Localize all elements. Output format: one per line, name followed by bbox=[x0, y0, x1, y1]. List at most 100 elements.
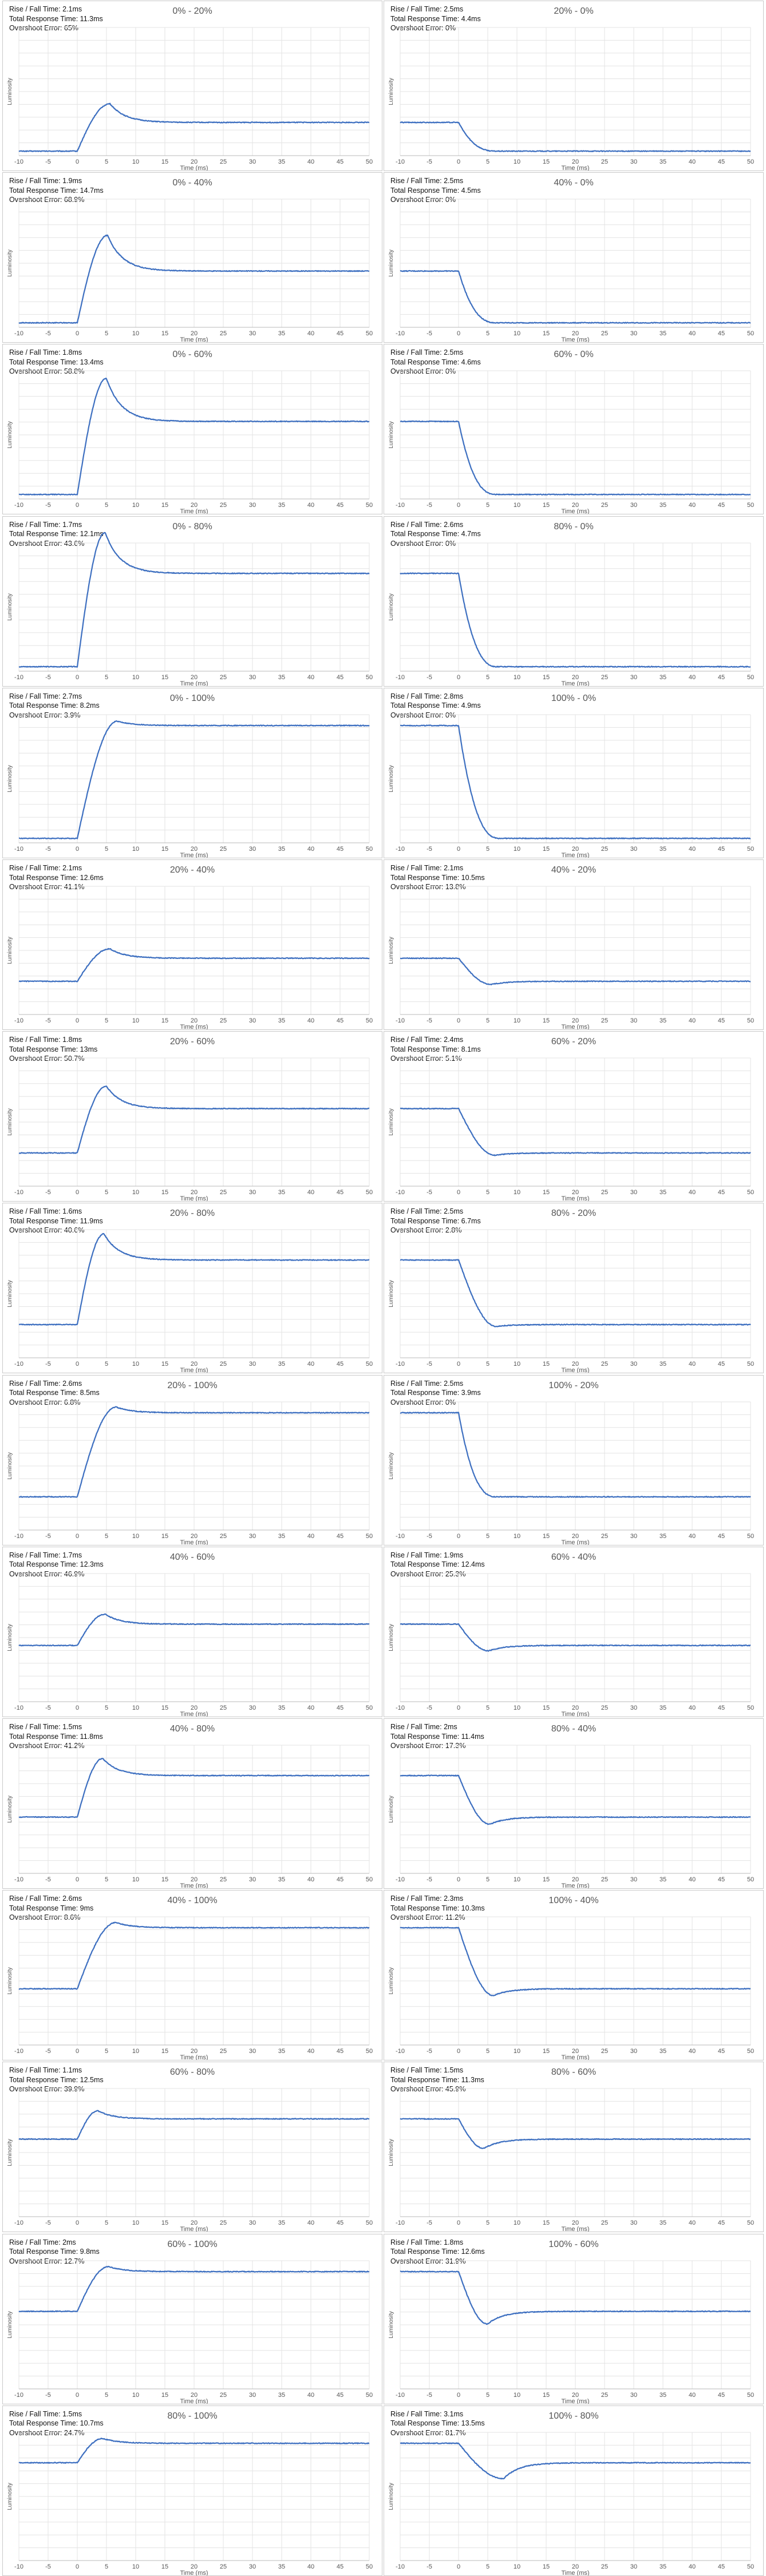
x-tick-label: 50 bbox=[747, 1017, 754, 1024]
y-axis-label: Luminosity bbox=[7, 593, 13, 621]
x-tick-label: 35 bbox=[278, 1361, 285, 1368]
x-tick-label: -5 bbox=[45, 1876, 51, 1883]
x-tick-label: 35 bbox=[660, 502, 666, 509]
response-stats: Rise / Fall Time: 2.3ms Total Response Ti… bbox=[390, 1894, 485, 1923]
x-tick-label: 45 bbox=[337, 330, 343, 337]
response-line bbox=[18, 378, 370, 496]
x-tick-label: 20 bbox=[191, 2392, 198, 2399]
x-tick-label: 30 bbox=[249, 502, 256, 509]
overshoot-error: Overshoot Error: 46.9% bbox=[9, 1570, 85, 1578]
x-tick-label: 50 bbox=[747, 502, 754, 509]
x-tick-label: 10 bbox=[514, 1876, 520, 1883]
y-axis-label: Luminosity bbox=[388, 1280, 394, 1307]
x-tick-label: 45 bbox=[718, 2220, 725, 2226]
response-stats: Rise / Fall Time: 3.1ms Total Response Ti… bbox=[390, 2409, 485, 2438]
y-axis-label: Luminosity bbox=[388, 765, 394, 792]
response-line bbox=[400, 121, 751, 152]
x-tick-label: -5 bbox=[45, 502, 51, 509]
x-tick-label: 25 bbox=[601, 1705, 608, 1711]
rise-fall-time: Rise / Fall Time: 1.8ms bbox=[9, 1036, 82, 1044]
total-response-time: Total Response Time: 4.7ms bbox=[390, 530, 481, 538]
chart-title: 100% - 80% bbox=[548, 2411, 599, 2421]
x-axis-label: Time (ms) bbox=[561, 165, 589, 171]
x-tick-label: -10 bbox=[396, 2392, 405, 2399]
x-tick-label: 50 bbox=[747, 1189, 754, 1196]
x-tick-label: 5 bbox=[486, 1361, 489, 1368]
x-tick-label: 35 bbox=[660, 330, 666, 337]
y-axis-label: Luminosity bbox=[388, 937, 394, 964]
response-line bbox=[18, 1233, 370, 1326]
x-tick-label: 0 bbox=[76, 502, 79, 509]
y-axis-label: Luminosity bbox=[388, 249, 394, 277]
x-axis-label: Time (ms) bbox=[180, 2570, 208, 2576]
chart-title: 20% - 0% bbox=[554, 6, 594, 16]
rise-fall-time: Rise / Fall Time: 1.9ms bbox=[390, 1551, 464, 1559]
response-stats: Rise / Fall Time: 1.5ms Total Response Ti… bbox=[9, 2409, 104, 2438]
x-tick-label: 45 bbox=[337, 1876, 343, 1883]
y-axis-label: Luminosity bbox=[7, 1967, 13, 1995]
response-stats: Rise / Fall Time: 2.5ms Total Response Ti… bbox=[390, 5, 481, 33]
total-response-time: Total Response Time: 11.9ms bbox=[9, 1216, 103, 1225]
response-line bbox=[18, 948, 370, 982]
x-tick-label: 45 bbox=[337, 2392, 343, 2399]
x-axis-label: Time (ms) bbox=[561, 1367, 589, 1373]
rise-fall-time: Rise / Fall Time: 2.8ms bbox=[390, 692, 464, 700]
x-tick-label: 20 bbox=[572, 158, 579, 165]
x-tick-label: 35 bbox=[660, 1705, 666, 1711]
x-tick-label: 5 bbox=[486, 502, 489, 509]
chart-panel: Rise / Fall Time: 2.5ms Total Response Ti… bbox=[384, 1, 764, 171]
x-tick-label: 40 bbox=[689, 158, 696, 165]
x-tick-label: 30 bbox=[249, 1876, 256, 1883]
y-axis-label: Luminosity bbox=[388, 2483, 394, 2510]
x-tick-label: 15 bbox=[161, 2563, 168, 2570]
x-tick-label: 40 bbox=[689, 1189, 696, 1196]
x-tick-label: 20 bbox=[191, 2563, 198, 2570]
chart-panel: Rise / Fall Time: 2.7ms Total Response Ti… bbox=[2, 687, 382, 858]
x-tick-label: 45 bbox=[337, 2563, 343, 2570]
response-stats: Rise / Fall Time: 2.5ms Total Response Ti… bbox=[390, 1207, 481, 1235]
rise-fall-time: Rise / Fall Time: 1.5ms bbox=[9, 2409, 82, 2418]
x-tick-label: 25 bbox=[220, 1361, 227, 1368]
x-tick-label: 10 bbox=[514, 2563, 520, 2570]
chart-title: 0% - 60% bbox=[172, 350, 212, 360]
x-tick-label: 25 bbox=[601, 2220, 608, 2226]
total-response-time: Total Response Time: 3.9ms bbox=[390, 1389, 481, 1397]
x-tick-label: 50 bbox=[747, 846, 754, 853]
x-tick-label: -5 bbox=[45, 2392, 51, 2399]
x-tick-label: 15 bbox=[161, 2220, 168, 2226]
response-stats: Rise / Fall Time: 2.6ms Total Response Ti… bbox=[9, 1379, 100, 1408]
x-tick-label: 35 bbox=[278, 674, 285, 681]
x-axis-label: Time (ms) bbox=[561, 2226, 589, 2232]
x-axis-label: Time (ms) bbox=[180, 1024, 208, 1030]
rise-fall-time: Rise / Fall Time: 1.5ms bbox=[390, 2066, 464, 2075]
x-tick-label: 0 bbox=[457, 1533, 460, 1540]
line-plot: -10 -5 0 5 10 15 20 25 30 35 40 45 50 Time (ms) Lumino… bbox=[388, 1229, 754, 1373]
x-tick-label: 20 bbox=[191, 2048, 198, 2055]
line-plot: -10 -5 0 5 10 15 20 25 30 35 40 45 50 Time (ms) Lumino… bbox=[7, 1229, 373, 1373]
chart-title: 40% - 0% bbox=[554, 178, 594, 188]
x-tick-label: 25 bbox=[601, 674, 608, 681]
chart-title: 60% - 0% bbox=[554, 350, 594, 360]
line-plot: -10 -5 0 5 10 15 20 25 30 35 40 45 50 Time (ms) Lumino… bbox=[388, 2432, 754, 2575]
x-tick-label: 15 bbox=[543, 502, 550, 509]
response-stats: Rise / Fall Time: 1.7ms Total Response Ti… bbox=[9, 1551, 104, 1579]
total-response-time: Total Response Time: 14.7ms bbox=[9, 186, 104, 195]
x-tick-label: -10 bbox=[396, 502, 405, 509]
response-line bbox=[400, 1259, 751, 1327]
x-tick-label: 35 bbox=[278, 1705, 285, 1711]
x-tick-label: 40 bbox=[689, 846, 696, 853]
y-axis-label: Luminosity bbox=[7, 1452, 13, 1480]
x-tick-label: 10 bbox=[132, 674, 139, 681]
x-tick-label: 25 bbox=[601, 2048, 608, 2055]
x-tick-label: 35 bbox=[660, 2563, 666, 2570]
response-line bbox=[400, 957, 751, 986]
x-tick-label: -10 bbox=[396, 1876, 405, 1883]
x-tick-label: 5 bbox=[105, 1361, 108, 1368]
x-tick-label: -5 bbox=[45, 1189, 51, 1196]
x-tick-label: 50 bbox=[366, 2220, 373, 2226]
x-tick-label: -5 bbox=[45, 2048, 51, 2055]
x-tick-label: 15 bbox=[543, 1017, 550, 1024]
x-tick-label: 40 bbox=[307, 2048, 314, 2055]
total-response-time: Total Response Time: 9.8ms bbox=[9, 2248, 100, 2256]
x-tick-label: 30 bbox=[630, 1876, 637, 1883]
